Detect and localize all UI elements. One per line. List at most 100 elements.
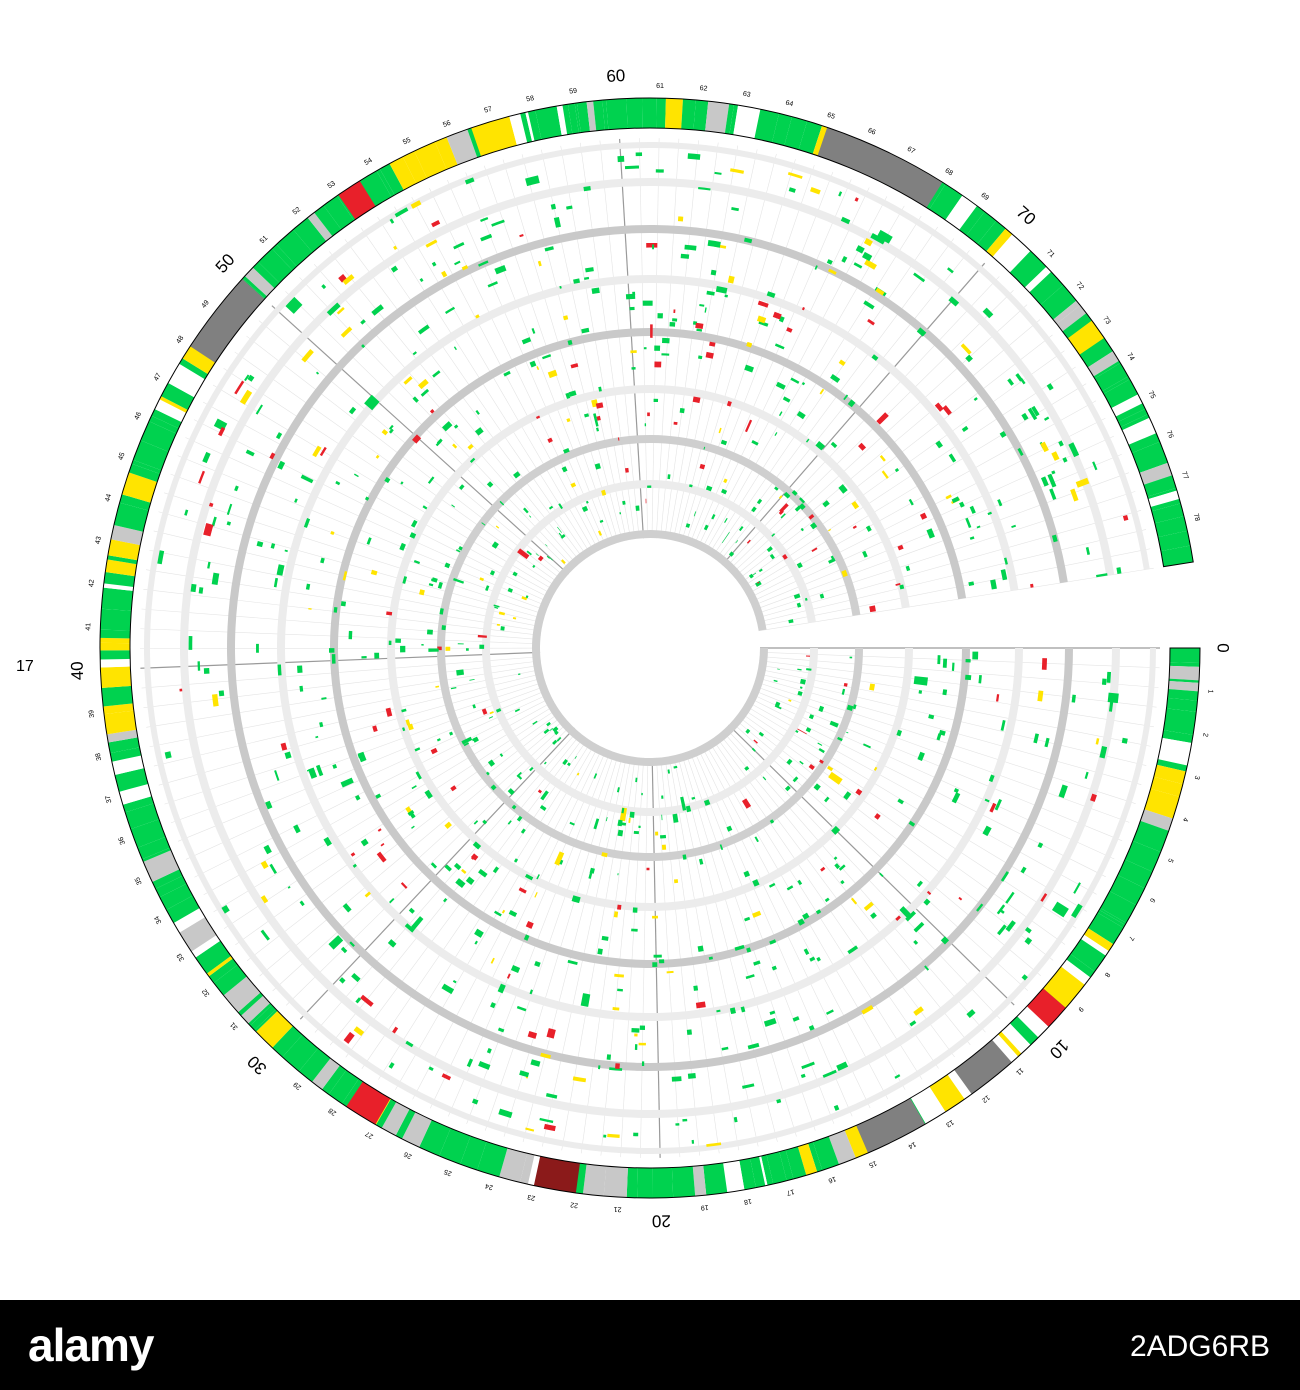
feature-mark bbox=[366, 537, 372, 545]
feature-mark bbox=[1000, 569, 1008, 581]
spoke-line bbox=[542, 755, 628, 1147]
feature-mark bbox=[480, 216, 489, 223]
feature-mark bbox=[808, 1025, 815, 1031]
feature-mark bbox=[828, 268, 837, 275]
ideogram-segment bbox=[119, 783, 152, 805]
feature-mark bbox=[838, 359, 846, 367]
minor-tick-label: 1 bbox=[1206, 689, 1213, 694]
feature-mark bbox=[557, 526, 562, 533]
feature-mark bbox=[1116, 567, 1122, 574]
feature-mark bbox=[179, 688, 183, 692]
feature-mark bbox=[744, 765, 750, 771]
spoke-line bbox=[447, 179, 607, 548]
feature-mark bbox=[503, 370, 511, 377]
feature-mark bbox=[671, 1076, 682, 1082]
feature-mark bbox=[913, 272, 926, 283]
ideogram-segment bbox=[520, 112, 533, 143]
feature-mark bbox=[461, 264, 469, 271]
feature-mark bbox=[894, 1074, 901, 1079]
feature-mark bbox=[965, 354, 973, 363]
feature-mark bbox=[639, 1025, 646, 1030]
ideogram-segment bbox=[1117, 859, 1153, 889]
feature-mark bbox=[428, 648, 439, 652]
feature-mark bbox=[768, 882, 776, 888]
minor-tick-label: 16 bbox=[827, 1175, 837, 1184]
feature-mark bbox=[422, 505, 428, 510]
feature-mark bbox=[1121, 737, 1128, 744]
ideogram-segment bbox=[750, 1156, 766, 1188]
feature-mark bbox=[794, 505, 802, 512]
feature-mark bbox=[1106, 671, 1112, 683]
feature-mark bbox=[771, 965, 777, 971]
feature-mark bbox=[840, 216, 851, 225]
feature-mark bbox=[662, 337, 670, 344]
major-tick-label: 70 bbox=[1013, 202, 1040, 229]
feature-mark bbox=[693, 985, 699, 991]
feature-mark bbox=[791, 489, 798, 496]
feature-mark bbox=[537, 555, 544, 562]
feature-mark bbox=[756, 498, 763, 505]
feature-mark bbox=[779, 503, 789, 513]
feature-mark bbox=[798, 503, 806, 511]
minor-tick-label: 49 bbox=[201, 299, 211, 310]
feature-mark bbox=[198, 587, 204, 594]
ideogram-segment bbox=[133, 440, 169, 471]
feature-mark bbox=[795, 729, 799, 734]
feature-mark bbox=[497, 983, 506, 994]
feature-mark bbox=[652, 915, 658, 919]
feature-mark bbox=[548, 505, 554, 510]
ideogram-segment bbox=[808, 1141, 823, 1172]
feature-mark bbox=[786, 885, 794, 891]
major-tick-label: 40 bbox=[68, 661, 88, 681]
feature-mark bbox=[758, 568, 763, 573]
feature-mark bbox=[840, 879, 845, 885]
feature-mark bbox=[1046, 383, 1054, 391]
spoke-line bbox=[185, 437, 550, 603]
feature-mark bbox=[786, 327, 793, 333]
feature-mark bbox=[815, 440, 826, 451]
feature-mark bbox=[645, 498, 647, 504]
feature-mark bbox=[402, 727, 406, 732]
feature-mark bbox=[1011, 524, 1017, 528]
ideogram-segment bbox=[798, 120, 823, 155]
spoke-line bbox=[750, 693, 1115, 860]
feature-mark bbox=[581, 505, 589, 513]
ideogram-segment bbox=[191, 935, 221, 958]
feature-mark bbox=[720, 439, 728, 446]
feature-mark bbox=[1037, 842, 1044, 849]
feature-mark bbox=[184, 509, 189, 516]
ideogram-segment bbox=[1158, 530, 1191, 552]
feature-mark bbox=[428, 583, 434, 587]
feature-mark bbox=[562, 758, 569, 766]
feature-mark bbox=[822, 500, 830, 508]
feature-mark bbox=[213, 418, 228, 431]
spoke-line bbox=[711, 738, 939, 1069]
feature-mark bbox=[412, 396, 419, 403]
feature-mark bbox=[766, 546, 773, 553]
feature-mark bbox=[796, 410, 806, 420]
feature-mark bbox=[617, 988, 623, 992]
feature-mark bbox=[723, 478, 728, 484]
feature-mark bbox=[1051, 470, 1056, 475]
feature-mark bbox=[549, 557, 553, 561]
feature-mark bbox=[810, 186, 821, 195]
feature-mark bbox=[784, 785, 791, 792]
feature-mark bbox=[871, 354, 879, 361]
minor-tick-label: 44 bbox=[104, 493, 113, 502]
ideogram-segment bbox=[1128, 433, 1160, 453]
spoke-line bbox=[701, 745, 889, 1100]
ideogram-segment bbox=[1088, 912, 1124, 945]
feature-mark bbox=[677, 216, 684, 222]
feature-mark bbox=[896, 729, 902, 737]
feature-mark bbox=[412, 351, 417, 356]
spoke-line bbox=[734, 718, 1041, 976]
spoke-line bbox=[170, 473, 547, 611]
feature-mark bbox=[407, 809, 415, 816]
feature-mark bbox=[270, 543, 276, 549]
ideogram-segment bbox=[389, 156, 417, 191]
spoke-line bbox=[203, 401, 554, 596]
ideogram-segment bbox=[1100, 891, 1137, 924]
spoke-line bbox=[746, 700, 1097, 895]
feature-mark bbox=[855, 245, 865, 254]
feature-mark bbox=[400, 481, 404, 485]
